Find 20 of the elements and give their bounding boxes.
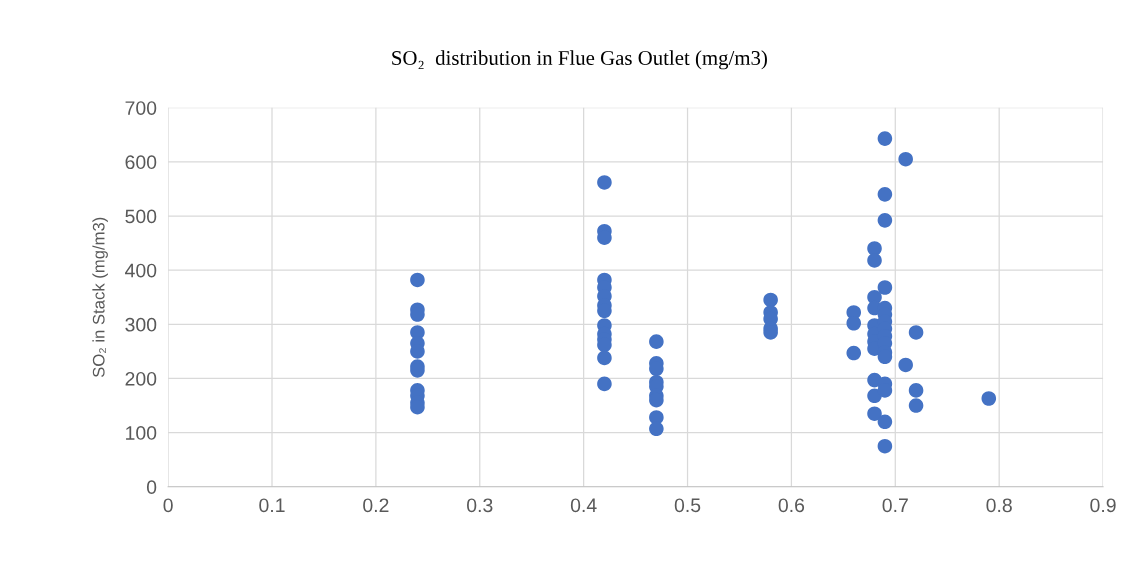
y-tick-label: 200 — [125, 371, 157, 386]
y-tick-label: 400 — [125, 263, 157, 278]
y-tick-label: 100 — [126, 426, 157, 440]
y-tick-label: 500 — [125, 209, 157, 224]
chart-title: SO₂ distribution in Flue Gas Outlet (mg/m3) — [392, 50, 767, 70]
y-tick-label: 300 — [125, 317, 157, 332]
y-tick-label: 0 — [146, 480, 157, 495]
x-tick-label: 0 — [163, 498, 173, 513]
y-axis-title: SO₂ in Stack (mg/m3) — [92, 217, 108, 378]
y-tick-label: 600 — [125, 155, 157, 170]
x-tick-label: 0.4 — [570, 498, 597, 513]
x-tick-label: 0.7 — [882, 498, 908, 513]
x-tick-label: 0.3 — [467, 498, 493, 513]
x-tick-label: 0.1 — [259, 498, 285, 513]
y-tick-label: 700 — [125, 101, 157, 115]
x-tick-label: 0.6 — [778, 498, 805, 513]
x-tick-label: 0.9 — [1090, 498, 1116, 513]
x-tick-label: 0.5 — [674, 498, 701, 513]
x-tick-label: 0.2 — [363, 498, 389, 513]
x-tick-label: 0.8 — [986, 498, 1012, 513]
